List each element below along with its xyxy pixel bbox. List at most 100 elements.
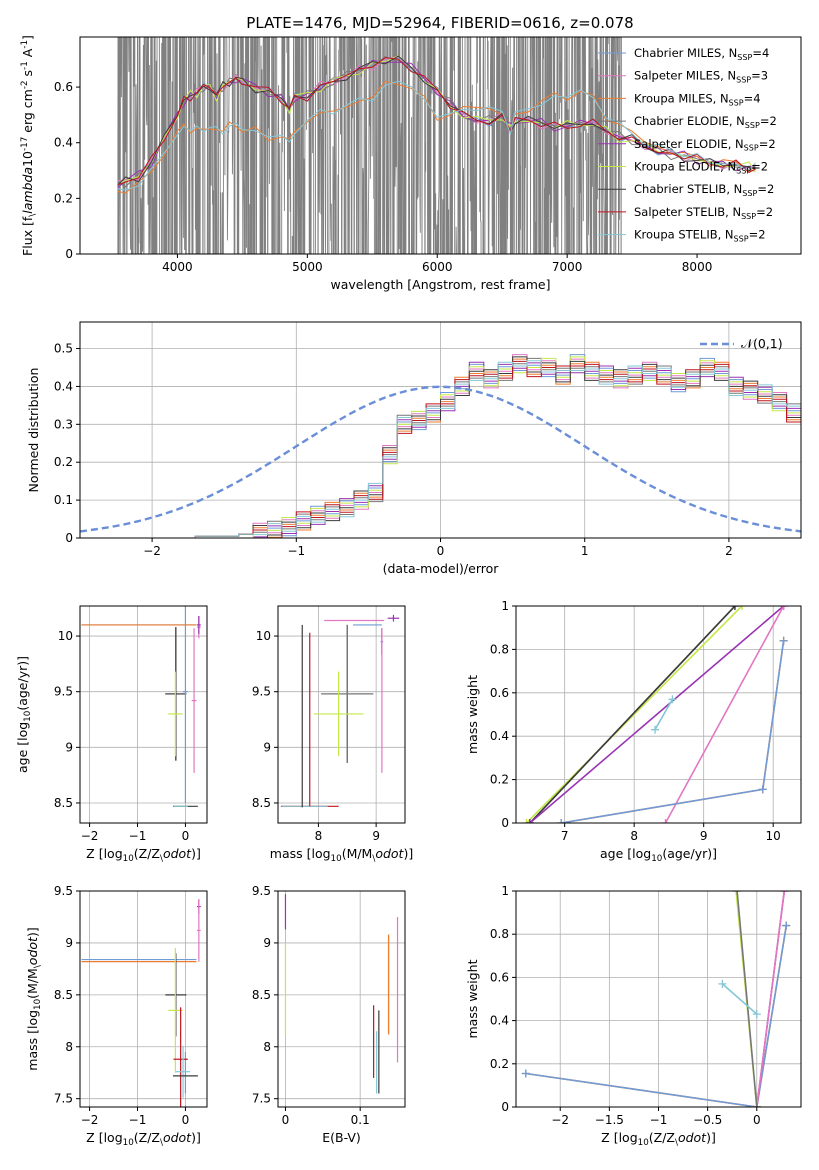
legend-label: Salpeter MILES, NSSP=3 [634,69,768,85]
age-vs-Z-plot-area [81,606,201,807]
data-point [321,624,374,763]
label-run: odot [678,1130,707,1145]
x-tick-label: 2 [725,544,733,558]
label-run: SSP [734,234,749,243]
mass-vs-Z-plot-area [81,899,201,1107]
y-tick-label: 0.4 [54,379,73,393]
label-run: =2 [756,205,773,219]
label-run: Normed distribution [26,368,41,493]
cumulative-line [736,891,758,1107]
label-run: wavelength [Angstrom, rest frame] [330,277,550,292]
y-tick-label: 8.5 [252,796,271,810]
y-tick-label: 0.6 [490,970,509,984]
label-run: s [20,70,35,81]
cumulative-line [654,698,674,731]
label-run: Salpeter MILES, N [634,69,736,83]
label-run: Z [log [601,1130,637,1145]
y-tick-label: 8 [65,1040,73,1054]
y-tick-label: 0.5 [54,342,73,356]
label-run: (M/M [342,846,373,861]
normal-curve [80,385,801,533]
cumulative-marker [782,921,791,930]
label-run: odot [375,846,404,861]
label-run: (M/M [25,968,40,999]
x-tick-label: 7000 [552,260,583,274]
x-tick-label: −1.5 [595,1113,624,1127]
age-vs-mass-plot-area [280,614,400,808]
data-point [196,899,201,962]
label-run: 10 [638,1138,649,1148]
y-tick-label: 1 [501,884,509,898]
label-run: ] [20,35,35,40]
y-tick-label: 0.2 [490,773,509,787]
legend-label: Chabrier MILES, NSSP=4 [634,46,769,62]
cumulative-line [664,606,785,823]
legend-label: 𝒩(0,1) [741,336,783,351]
cumulative-marker [752,1103,761,1107]
label-run: SSP [742,189,757,198]
y-axis-label: Normed distribution [26,368,41,493]
x-tick-label: 8 [315,829,323,843]
x-axis-label: (data-model)/error [383,561,500,576]
residual-histogram [152,356,801,538]
y-tick-label: 8.5 [252,988,271,1002]
label-run: (Z/Z [134,1130,160,1145]
data-point [173,1007,188,1107]
x-tick-label: −2 [81,829,99,843]
x-tick-label: 0 [182,829,190,843]
label-run: -17 [20,137,30,151]
x-tick-label: −1 [129,1113,147,1127]
x-tick-label: 7 [561,829,569,843]
label-run: (data-model)/error [383,561,500,576]
label-run: mass [log [25,1010,40,1071]
residual-histogram [152,356,801,538]
y-tick-label: 9 [65,740,73,754]
label-run: 10 [123,854,134,864]
label-run: Kroupa MILES, N [634,91,729,105]
cumulative-marker [522,819,531,823]
label-run: SSP [737,53,752,62]
label-run: =2 [759,137,776,151]
y-tick-label: 0.6 [54,80,73,94]
x-tick-label: 0 [282,1113,290,1127]
x-tick-label: −2 [551,1113,569,1127]
label-run: Z [log [86,1130,122,1145]
cumulative-line [529,606,785,823]
label-run: =4 [744,91,761,105]
y-tick-label: 0.2 [54,191,73,205]
label-run: 10 [23,711,33,722]
y-tick-label: 1 [501,599,509,613]
cumulative-marker [651,725,660,734]
label-run: Salpeter ELODIE, N [634,137,744,151]
plot-frame [79,36,802,255]
x-axis-label: Z [log10(Z/Z\odot)] [86,846,201,864]
plot-frame [277,605,406,824]
x-tick-label: 9 [372,829,380,843]
legend-label: Kroupa MILES, NSSP=4 [634,91,761,107]
figure-title: PLATE=1476, MJD=52964, FIBERID=0616, z=0… [246,14,633,32]
y-tick-label: 0.4 [490,1014,509,1028]
x-tick-label: −0.5 [693,1113,722,1127]
cumulative-marker [733,891,742,895]
data-point [387,614,400,622]
model-line [117,57,756,186]
x-tick-label: 4000 [162,260,193,274]
label-run: 10 [123,1138,134,1148]
y-tick-label: 0 [65,247,73,261]
cumulative-marker [525,819,534,823]
plot-frame [515,605,802,824]
plot-frame [79,890,208,1108]
label-run: mass weight [465,959,480,1038]
label-run: odot [163,1130,192,1145]
label-run: lambda [20,167,35,214]
label-run: (age/yr)] [662,846,717,861]
y-tick-label: 8.5 [54,988,73,1002]
label-run: -1 [20,40,30,49]
label-run: SSP [745,121,760,130]
label-run: Chabrier ELODIE, N [634,114,745,128]
label-run: -1 [20,61,30,70]
label-run: \ [372,854,375,864]
label-run: (age/yr)] [15,656,30,711]
label-run: 10 [33,999,43,1010]
